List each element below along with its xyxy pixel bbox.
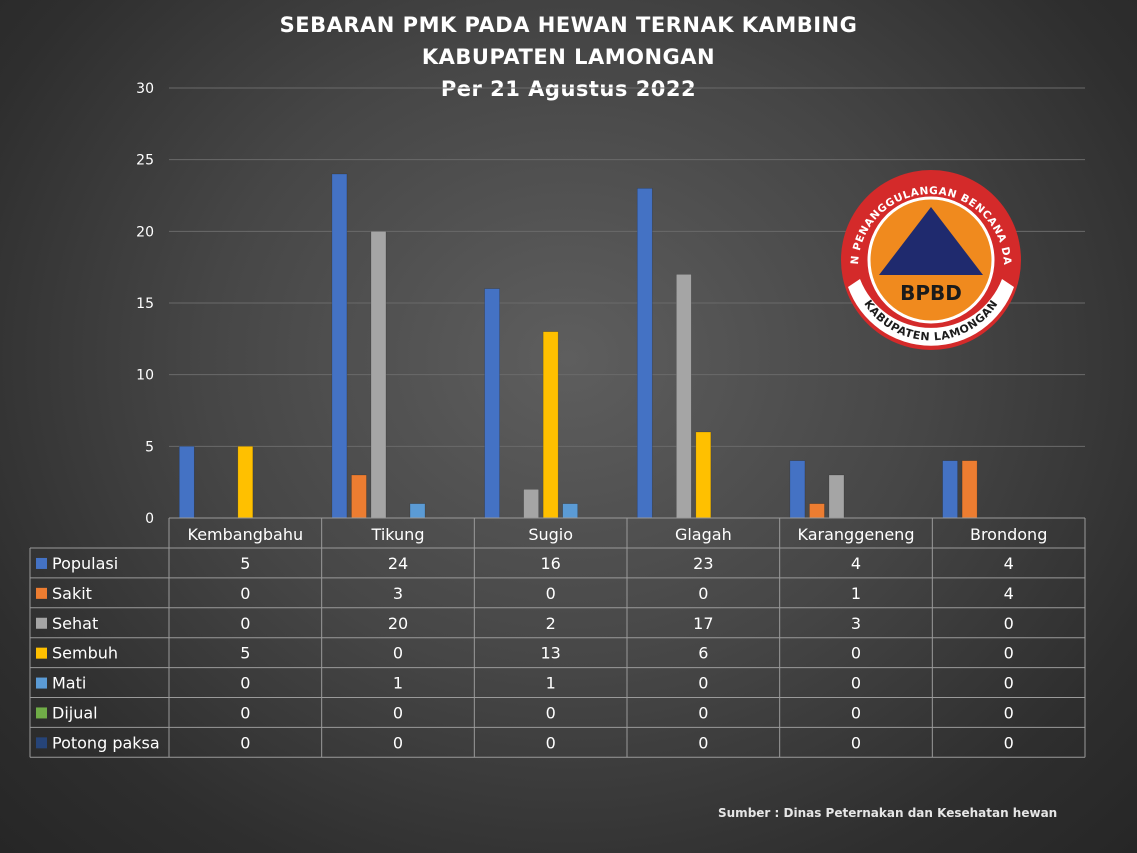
table-value-sembuh-glagah: 6 xyxy=(698,644,708,663)
table-value-mati-sugio: 1 xyxy=(546,674,556,693)
legend-label-potong-paksa: Potong paksa xyxy=(52,733,160,752)
x-category-label-brondong: Brondong xyxy=(970,525,1047,544)
bar-sakit-tikung xyxy=(351,474,367,519)
bar-populasi-karanggeneng xyxy=(789,460,806,519)
table-value-sehat-kembangbahu: 0 xyxy=(240,614,250,633)
table-value-sakit-sugio: 0 xyxy=(546,584,556,603)
table-value-dijual-sugio: 0 xyxy=(546,703,556,722)
x-category-label-karanggeneng: Karanggeneng xyxy=(798,525,915,544)
y-tick-label-10: 10 xyxy=(136,368,154,384)
table-value-sehat-tikung: 20 xyxy=(388,614,408,633)
logo-triangle-icon xyxy=(879,207,983,275)
table-value-populasi-kembangbahu: 5 xyxy=(240,554,250,573)
bar-sehat-karanggeneng xyxy=(828,474,845,519)
bar-populasi-tikung xyxy=(331,173,348,519)
bar-mati-sugio xyxy=(562,503,578,519)
chart-title-line-2: KABUPATEN LAMONGAN xyxy=(421,45,716,69)
bar-sembuh-sugio xyxy=(542,331,559,519)
table-value-sembuh-tikung: 0 xyxy=(393,644,403,663)
table-value-dijual-kembangbahu: 0 xyxy=(240,703,250,722)
table-value-dijual-brondong: 0 xyxy=(1004,703,1014,722)
table-value-sakit-glagah: 0 xyxy=(698,584,708,603)
table-value-populasi-glagah: 23 xyxy=(693,554,713,573)
y-tick-label-30: 30 xyxy=(136,81,154,97)
legend-label-sehat: Sehat xyxy=(52,614,98,633)
legend-key-potong-paksa xyxy=(36,737,47,749)
x-category-label-glagah: Glagah xyxy=(675,525,732,544)
table-value-potong-paksa-kembangbahu: 0 xyxy=(240,733,250,752)
table-value-populasi-tikung: 24 xyxy=(388,554,408,573)
y-tick-label-25: 25 xyxy=(136,153,154,169)
y-tick-label-0: 0 xyxy=(145,511,154,527)
bar-populasi-kembangbahu xyxy=(178,446,195,519)
bar-sembuh-kembangbahu xyxy=(237,446,254,519)
table-value-dijual-glagah: 0 xyxy=(698,703,708,722)
y-tick-label-20: 20 xyxy=(136,224,154,240)
source-note: Sumber : Dinas Peternakan dan Kesehatan … xyxy=(718,806,1058,820)
table-value-sembuh-brondong: 0 xyxy=(1004,644,1014,663)
legend-key-populasi xyxy=(36,557,47,569)
legend-label-dijual: Dijual xyxy=(52,703,98,722)
logo-lower-band xyxy=(848,279,1014,346)
table-value-mati-kembangbahu: 0 xyxy=(240,674,250,693)
logo-center-text: BPBD xyxy=(900,281,962,305)
table-value-sakit-karanggeneng: 1 xyxy=(851,584,861,603)
table-value-sehat-karanggeneng: 3 xyxy=(851,614,861,633)
legend-key-mati xyxy=(36,677,47,689)
bar-sehat-sugio xyxy=(523,489,539,519)
bar-sehat-tikung xyxy=(370,231,387,519)
table-value-potong-paksa-karanggeneng: 0 xyxy=(851,733,861,752)
table-value-potong-paksa-tikung: 0 xyxy=(393,733,403,752)
table-value-mati-karanggeneng: 0 xyxy=(851,674,861,693)
bar-populasi-glagah xyxy=(636,188,653,519)
bar-sehat-glagah xyxy=(676,274,692,519)
legend-label-populasi: Populasi xyxy=(52,554,118,573)
table-value-sakit-brondong: 4 xyxy=(1004,584,1014,603)
y-tick-label-15: 15 xyxy=(136,296,154,312)
table-value-potong-paksa-brondong: 0 xyxy=(1004,733,1014,752)
x-category-label-sugio: Sugio xyxy=(528,525,573,544)
table-value-sembuh-sugio: 13 xyxy=(540,644,560,663)
table-value-mati-glagah: 0 xyxy=(698,674,708,693)
bar-sakit-brondong xyxy=(961,460,978,519)
bar-sakit-karanggeneng xyxy=(809,503,825,519)
bar-populasi-sugio xyxy=(484,288,500,519)
y-tick-label-5: 5 xyxy=(145,439,154,455)
bar-sembuh-glagah xyxy=(695,431,712,519)
table-value-mati-brondong: 0 xyxy=(1004,674,1014,693)
table-value-sembuh-kembangbahu: 5 xyxy=(240,644,250,663)
x-category-label-tikung: Tikung xyxy=(371,525,425,544)
table-value-sakit-kembangbahu: 0 xyxy=(240,584,250,603)
table-value-sehat-sugio: 2 xyxy=(546,614,556,633)
table-value-populasi-brondong: 4 xyxy=(1004,554,1014,573)
table-value-sakit-tikung: 3 xyxy=(393,584,403,603)
legend-label-sembuh: Sembuh xyxy=(52,644,118,663)
legend-key-sakit xyxy=(36,587,47,599)
bar-mati-tikung xyxy=(409,503,426,519)
table-value-sehat-brondong: 0 xyxy=(1004,614,1014,633)
table-value-sembuh-karanggeneng: 0 xyxy=(851,644,861,663)
bpbd-logo: BADAN PENANGGULANGAN BENCANA DAERAH KABU… xyxy=(826,155,1021,350)
bar-populasi-brondong xyxy=(942,460,958,519)
legend-label-mati: Mati xyxy=(52,674,86,693)
legend-key-sembuh xyxy=(36,647,47,659)
table-value-potong-paksa-sugio: 0 xyxy=(546,733,556,752)
chart-subtitle-date: Per 21 Agustus 2022 xyxy=(440,77,697,101)
table-value-populasi-karanggeneng: 4 xyxy=(851,554,861,573)
table-value-sehat-glagah: 17 xyxy=(693,614,713,633)
x-category-label-kembangbahu: Kembangbahu xyxy=(188,525,304,544)
legend-key-dijual xyxy=(36,707,47,719)
table-value-potong-paksa-glagah: 0 xyxy=(698,733,708,752)
legend-key-sehat xyxy=(36,617,47,629)
legend-label-sakit: Sakit xyxy=(52,584,92,603)
table-value-populasi-sugio: 16 xyxy=(540,554,560,573)
chart-title-line-1: SEBARAN PMK PADA HEWAN TERNAK KAMBING xyxy=(279,13,858,37)
table-value-mati-tikung: 1 xyxy=(393,674,403,693)
table-value-dijual-tikung: 0 xyxy=(393,703,403,722)
table-value-dijual-karanggeneng: 0 xyxy=(851,703,861,722)
